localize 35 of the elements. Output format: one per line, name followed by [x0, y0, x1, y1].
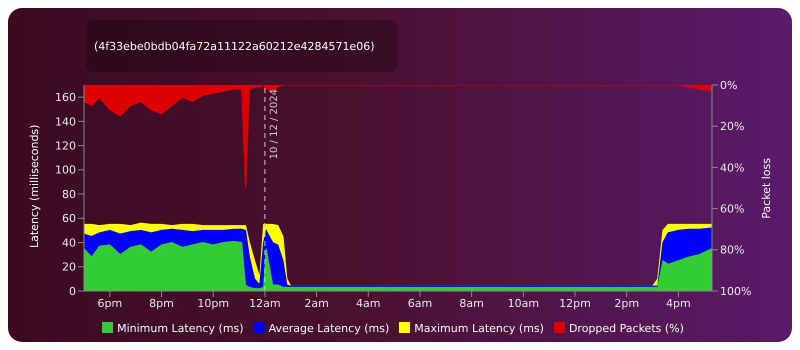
x-tick-label: 8am: [459, 296, 484, 310]
ref-line-label: 10 / 12 / 2024: [268, 89, 280, 160]
y-tick-label: 80: [62, 188, 76, 201]
y-tick-label: 100: [55, 164, 76, 177]
y-tick-label: 20: [62, 260, 76, 274]
chart-subtitle: (4f33ebe0bdb04fa72a11122a60212e4284571e06): [94, 40, 375, 53]
y2-tick-label: 0%: [720, 78, 738, 92]
legend-label: Average Latency (ms): [268, 322, 390, 335]
y-tick-label: 140: [55, 115, 76, 128]
y-axis-title: Latency (milliseconds): [28, 124, 41, 248]
y-tick-label: 60: [62, 212, 76, 226]
legend-label: Dropped Packets (%): [568, 322, 684, 335]
x-tick-label: 12am: [249, 296, 281, 310]
x-tick-label: 2am: [304, 296, 329, 310]
y-tick-label: 0: [69, 284, 76, 298]
x-tick-label: 2pm: [614, 296, 640, 310]
x-tick-label: 4pm: [666, 296, 691, 310]
x-tick-label: 4am: [356, 296, 381, 310]
y2-tick-label: 80%: [720, 244, 744, 257]
y2-axis-title: Packet loss: [760, 158, 773, 219]
y-tick-label: 160: [55, 91, 76, 104]
y-tick-label: 40: [62, 236, 76, 250]
legend-label: Minimum Latency (ms): [117, 322, 244, 335]
x-tick-label: 10pm: [197, 296, 230, 310]
x-tick-label: 6am: [408, 296, 432, 310]
x-tick-label: 12pm: [559, 296, 591, 310]
y-tick-label: 120: [55, 139, 76, 152]
x-tick-label: 8pm: [149, 296, 174, 310]
y2-tick-label: 20%: [720, 120, 744, 134]
y2-tick-label: 100%: [720, 284, 752, 298]
y2-tick-label: 60%: [720, 202, 744, 216]
y2-tick-label: 40%: [720, 161, 744, 174]
x-tick-label: 6pm: [97, 296, 122, 310]
legend-label: Maximum Latency (ms): [414, 322, 544, 335]
x-tick-label: 10am: [508, 296, 540, 310]
